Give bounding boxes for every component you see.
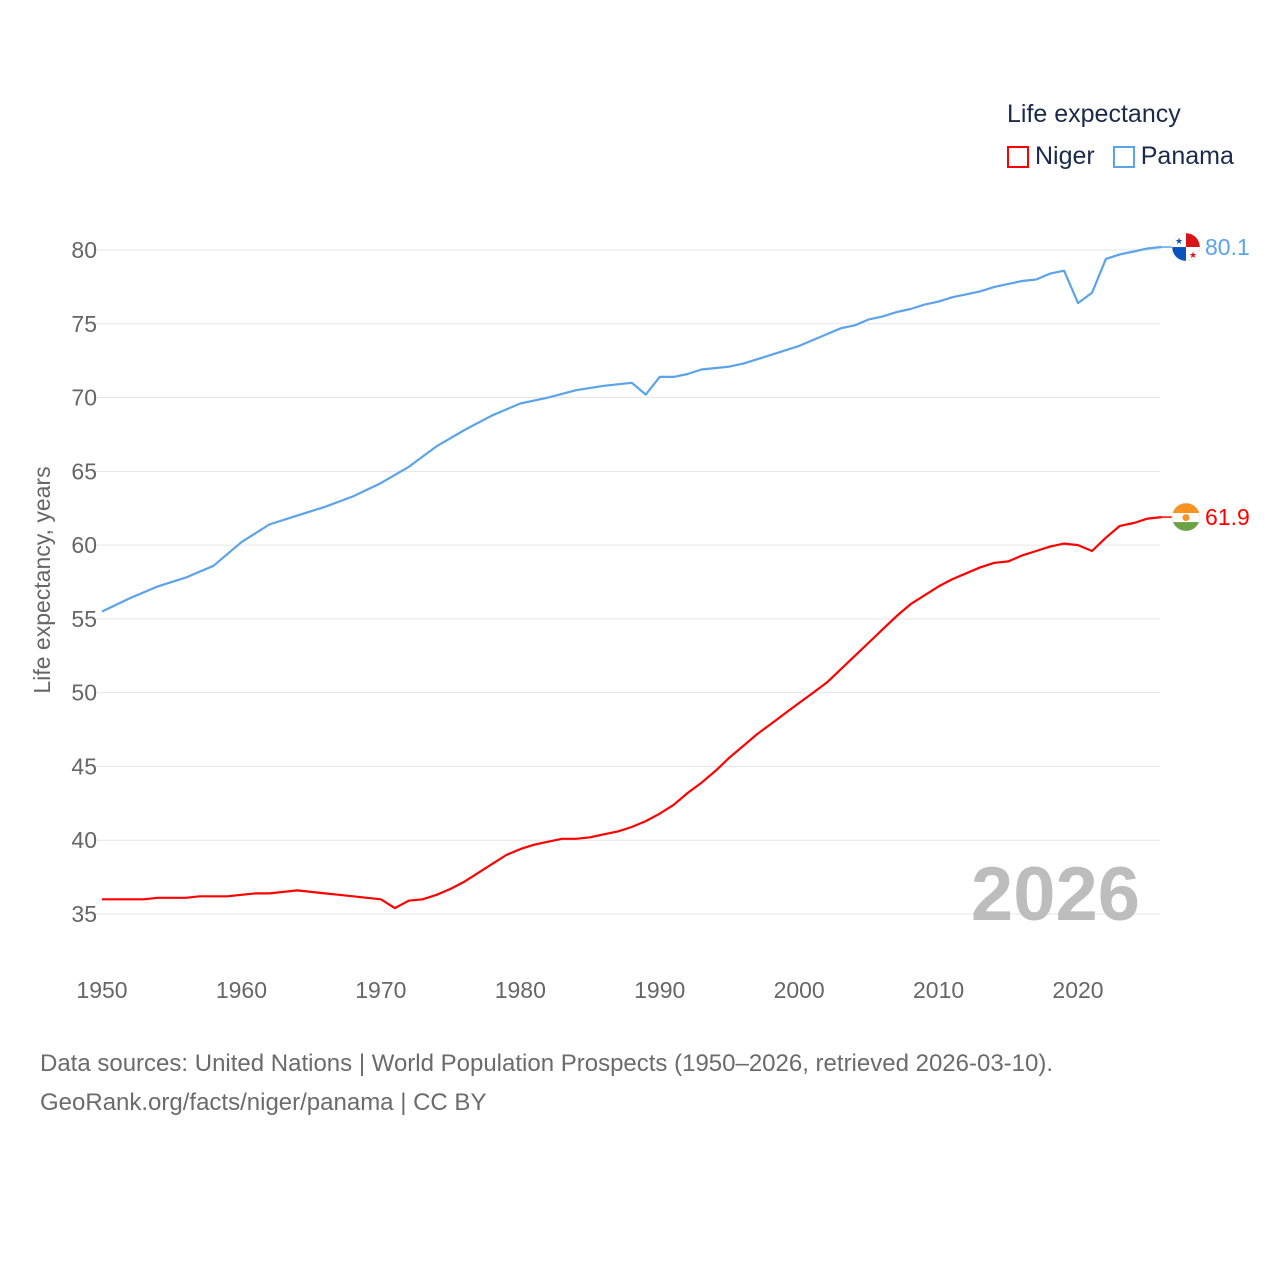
y-axis-ticks: 35 40 45 50 55 60 65 70 75 80 xyxy=(71,237,97,927)
end-markers: 61.9★★ 80.1 xyxy=(1161,232,1250,532)
legend-title: Life expectancy xyxy=(1007,100,1181,128)
year-watermark: 2026 xyxy=(971,852,1140,937)
source-link[interactable]: GeoRank.org/facts/niger/panama | CC BY xyxy=(40,1089,487,1116)
niger-flag-icon xyxy=(1171,502,1201,532)
y-tick-label: 60 xyxy=(71,532,97,558)
y-axis-label: Life expectancy, years xyxy=(29,466,55,693)
legend-item-niger[interactable]: Niger xyxy=(1007,142,1095,171)
series-line-panama xyxy=(101,245,1162,613)
y-tick-label: 70 xyxy=(71,385,97,411)
series-lines xyxy=(101,245,1162,910)
data-sources: Data sources: United Nations | World Pop… xyxy=(40,1050,1054,1077)
panama-flag-icon: ★★ xyxy=(1171,232,1201,262)
y-tick-label: 75 xyxy=(71,311,97,337)
flag-body xyxy=(1172,503,1200,532)
y-tick-label: 40 xyxy=(71,827,97,853)
x-tick-label: 1970 xyxy=(355,977,406,1003)
flag-star: ★ xyxy=(1189,251,1197,261)
legend-swatch-panama xyxy=(1112,145,1135,168)
x-tick-label: 1980 xyxy=(495,977,546,1003)
x-tick-label: 2000 xyxy=(774,977,825,1003)
flag-outline xyxy=(1171,502,1201,532)
y-tick-label: 80 xyxy=(71,237,97,263)
x-tick-label: 1990 xyxy=(634,977,685,1003)
y-tick-label: 35 xyxy=(71,901,97,927)
flag-stripe xyxy=(1172,503,1200,514)
x-tick-label: 1950 xyxy=(76,977,127,1003)
end-value-label-niger: 61.9 xyxy=(1205,504,1250,530)
legend-label-niger: Niger xyxy=(1035,142,1095,170)
gridlines xyxy=(95,249,1160,915)
flag-star: ★ xyxy=(1175,237,1183,247)
flag-outline xyxy=(1171,232,1201,262)
legend-item-panama[interactable]: Panama xyxy=(1112,142,1234,171)
y-tick-label: 50 xyxy=(71,680,97,706)
footer: Data sources: United Nations | World Pop… xyxy=(40,1044,1053,1122)
x-tick-label: 2020 xyxy=(1052,977,1103,1003)
y-tick-label: 45 xyxy=(71,753,97,779)
legend-label-panama: Panama xyxy=(1140,142,1234,170)
x-axis-ticks: 1950 1960 1970 1980 1990 2000 2010 2020 xyxy=(76,977,1103,1003)
end-value-label-panama: 80.1 xyxy=(1205,234,1250,260)
x-tick-label: 1960 xyxy=(216,977,267,1003)
flag-disc xyxy=(1182,514,1190,522)
legend-swatch-niger xyxy=(1007,145,1029,168)
legend: Niger Panama xyxy=(1007,142,1252,171)
x-tick-label: 2010 xyxy=(913,977,964,1003)
flag-stripe xyxy=(1172,522,1200,532)
y-tick-label: 65 xyxy=(71,458,97,484)
y-tick-label: 55 xyxy=(71,606,97,632)
series-line-niger xyxy=(102,516,1162,910)
